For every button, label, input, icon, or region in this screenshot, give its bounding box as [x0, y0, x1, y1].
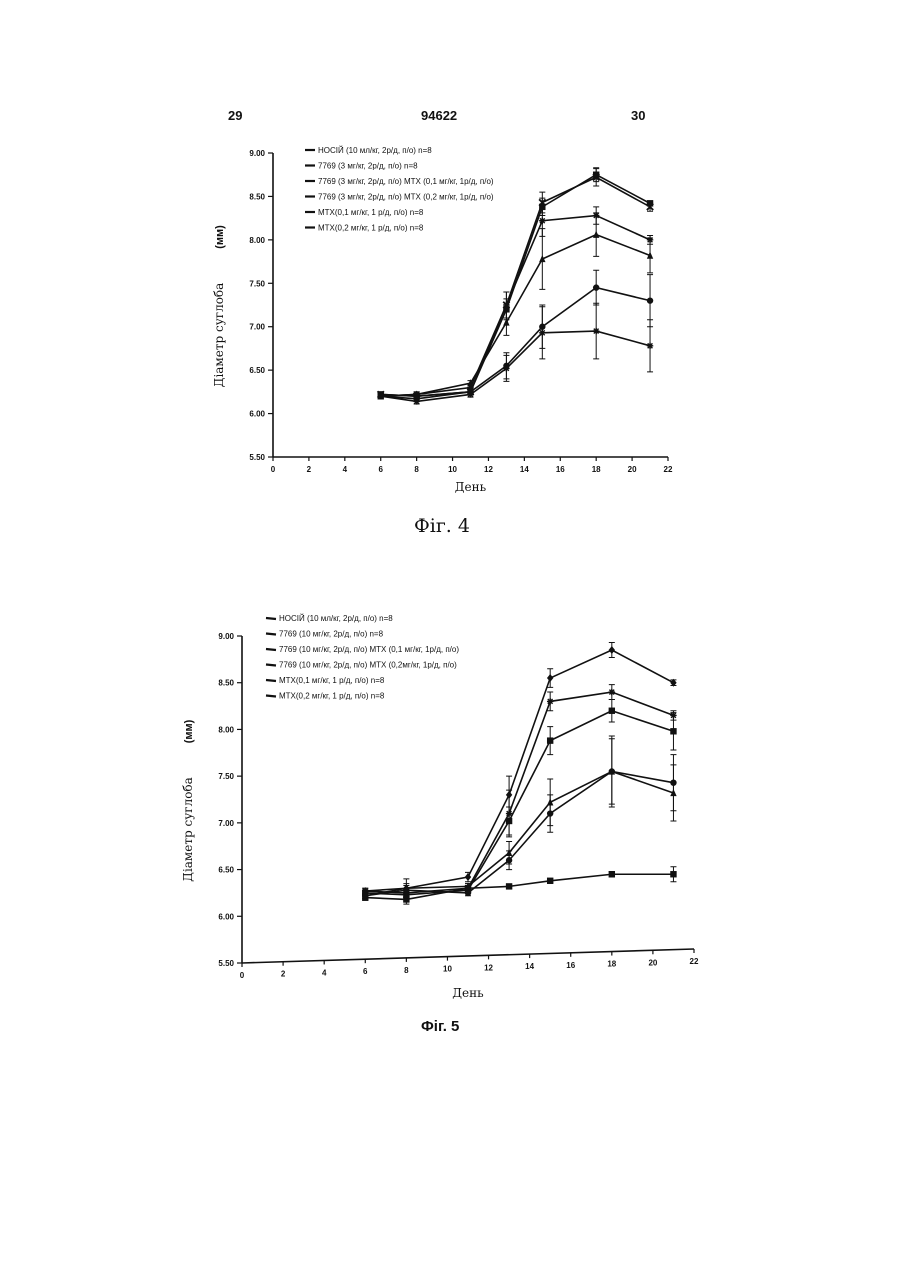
x-tick-label: 4 — [322, 968, 327, 977]
y-tick-label: 6.00 — [218, 912, 234, 921]
x-tick-label: 12 — [484, 963, 493, 972]
legend-swatch — [266, 696, 276, 697]
data-point — [609, 689, 615, 695]
x-tick-label: 10 — [443, 965, 452, 974]
figure-5-chart: 5.50 6.00 6.50 7.00 7.50 8.00 8.50 9.00 0 2 4 6 8 10 1… — [0, 0, 901, 1020]
legend-entry: 7769 (10 мг/кг, 2р/д, п/о) МТХ (0,2мг/кг… — [279, 661, 457, 670]
y-tick-label: 6.50 — [218, 866, 234, 875]
y-tick-label: 8.50 — [218, 679, 234, 688]
data-point — [609, 768, 615, 774]
x-tick-label: 22 — [690, 957, 699, 966]
data-point — [506, 818, 512, 824]
data-point — [670, 871, 676, 877]
series-1 — [362, 643, 677, 900]
x-tick-label: 2 — [281, 970, 286, 979]
data-point — [670, 779, 676, 785]
x-tick-label: 8 — [404, 966, 409, 975]
legend-swatch — [266, 680, 276, 681]
x-tick-label: 18 — [607, 960, 616, 969]
series-line — [365, 771, 673, 895]
legend-swatch — [266, 665, 276, 666]
y-tick-label: 7.00 — [218, 819, 234, 828]
data-point — [465, 890, 471, 896]
x-tick-label: 14 — [525, 962, 534, 971]
y-tick-label: 8.00 — [218, 725, 234, 734]
x-tick-label: 6 — [363, 967, 368, 976]
data-point — [547, 674, 553, 682]
data-point — [506, 883, 512, 889]
legend-entry: НОСІЙ (10 мл/кг, 2р/д, п/о) n=8 — [279, 614, 393, 623]
legend-entry: 7769 (10 мг/кг, 2р/д, п/о) МТХ (0,1 мг/к… — [279, 645, 459, 654]
y-tick-label: 9.00 — [218, 632, 234, 641]
y-tick-label: 7.50 — [218, 772, 234, 781]
x-tick-label: 16 — [566, 961, 575, 970]
data-point — [547, 737, 553, 743]
data-point — [609, 646, 615, 654]
legend-swatch — [266, 618, 276, 619]
x-axis-label: День — [452, 986, 484, 1000]
data-point — [506, 857, 512, 863]
x-tick-label: 20 — [648, 958, 657, 967]
series-line — [365, 692, 673, 893]
series-line — [365, 650, 673, 896]
data-point — [547, 878, 553, 884]
legend-swatch — [266, 634, 276, 635]
data-point — [670, 728, 676, 734]
y-axis-unit: (мм) — [183, 719, 195, 743]
data-point — [547, 810, 553, 816]
x-axis — [242, 949, 694, 963]
y-axis-label: Діаметр суглоба — [181, 777, 195, 882]
y-tick-label: 5.50 — [218, 959, 234, 968]
legend-entry: МТХ(0,1 мг/кг, 1 р/д, п/о) n=8 — [279, 676, 385, 685]
data-point — [609, 708, 615, 714]
legend-entry: МТХ(0,2 мг/кг, 1 р/д, п/о) n=8 — [279, 692, 385, 701]
series-4 — [362, 700, 677, 900]
data-point — [609, 871, 615, 877]
legend-entry: 7769 (10 мг/кг, 2р/д, п/о) n=8 — [279, 630, 384, 639]
data-point — [547, 698, 553, 704]
data-point — [362, 893, 368, 899]
series-line — [365, 711, 673, 895]
series-line — [365, 771, 673, 891]
legend-swatch — [266, 649, 276, 650]
x-tick-label: 0 — [240, 971, 245, 980]
series-5 — [362, 739, 677, 894]
figure-5-caption: Фіг. 5 — [421, 1018, 459, 1035]
data-point — [403, 887, 409, 893]
